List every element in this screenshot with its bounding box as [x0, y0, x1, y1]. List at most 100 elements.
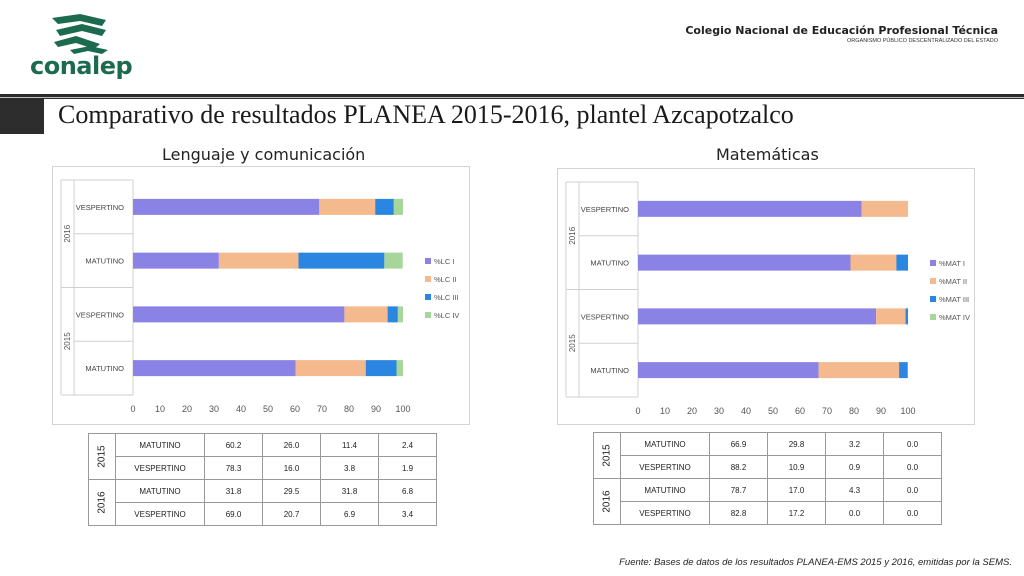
x-tick-label: 70 — [822, 406, 832, 416]
category-label: MATUTINO — [85, 257, 124, 266]
table-value-cell: 78.7 — [709, 478, 768, 502]
title-background — [44, 99, 1024, 134]
table-row: VESPERTINO 78.3 16.0 3.8 1.9 — [89, 456, 437, 480]
legend-swatch — [930, 278, 936, 284]
table-value-cell: 60.2 — [204, 433, 263, 457]
x-tick-label: 60 — [290, 404, 300, 414]
page-title: Comparativo de resultados PLANEA 2015-20… — [58, 100, 794, 129]
x-tick-label: 90 — [876, 406, 886, 416]
bar-segment — [133, 252, 219, 269]
legend-label: %MAT II — [939, 277, 967, 286]
institution-block: Colegio Nacional de Educación Profesiona… — [685, 24, 998, 44]
x-tick-label: 20 — [182, 404, 192, 414]
x-tick-label: 10 — [155, 404, 165, 414]
x-tick-label: 90 — [371, 404, 381, 414]
legend-swatch — [425, 276, 431, 282]
table-value-cell: 0.0 — [883, 501, 942, 525]
group-year-label: 2016 — [63, 224, 72, 242]
group-year-label: 2015 — [63, 332, 72, 350]
data-table-lenguaje: 2015 MATUTINO 60.2 26.0 11.4 2.4 VESPERTINO 78.… — [88, 433, 437, 526]
table-value-cell: 29.5 — [262, 479, 321, 503]
table-value-cell: 0.0 — [883, 455, 942, 479]
bar-segment — [295, 360, 366, 377]
table-turno-cell: VESPERTINO — [620, 501, 710, 525]
table-value-cell: 29.8 — [767, 432, 826, 456]
bar-segment — [638, 308, 877, 325]
table-value-cell: 3.4 — [378, 502, 437, 526]
legend-swatch — [425, 294, 431, 300]
bar-segment — [638, 200, 862, 217]
table-value-cell: 31.8 — [320, 479, 379, 503]
table-value-cell: 16.0 — [262, 456, 321, 480]
table-value-cell: 78.3 — [204, 456, 263, 480]
logo-text: conalep — [30, 52, 133, 80]
x-tick-label: 50 — [263, 404, 273, 414]
table-value-cell: 17.0 — [767, 478, 826, 502]
x-tick-label: 10 — [660, 406, 670, 416]
table-value-cell: 6.8 — [378, 479, 437, 503]
table-turno-cell: MATUTINO — [115, 433, 205, 457]
bar-segment — [344, 306, 388, 323]
chart-title-lenguaje: Lenguaje y comunicación — [162, 145, 366, 164]
table-row: 2015 MATUTINO 60.2 26.0 11.4 2.4 — [88, 433, 437, 480]
table-turno-cell: VESPERTINO — [620, 455, 710, 479]
table-row: 2016 MATUTINO 78.7 17.0 4.3 0.0 — [593, 478, 942, 525]
table-value-cell: 4.3 — [825, 478, 884, 502]
conalep-logo — [52, 14, 108, 54]
bar-segment — [133, 306, 345, 323]
x-tick-label: 100 — [395, 404, 410, 414]
table-year-cell: 2015 — [88, 433, 116, 480]
legend-swatch — [930, 260, 936, 266]
bar-segment — [638, 254, 851, 271]
table-turno-cell: VESPERTINO — [115, 502, 205, 526]
category-label: MATUTINO — [590, 366, 629, 375]
x-tick-label: 50 — [768, 406, 778, 416]
category-label: MATUTINO — [85, 364, 124, 373]
table-value-cell: 82.8 — [709, 501, 768, 525]
bar-segment — [393, 198, 403, 215]
table-year-cell: 2015 — [593, 432, 621, 479]
bar-segment — [876, 308, 906, 325]
legend-label: %MAT I — [939, 259, 965, 268]
bar-segment — [850, 254, 897, 271]
category-label: VESPERTINO — [76, 310, 124, 319]
chart-matematicas: 2016 VESPERTINO MATUTINO 2015 VESPERTINO MATU… — [557, 168, 975, 425]
table-value-cell: 69.0 — [204, 502, 263, 526]
bar-segment — [375, 198, 394, 215]
bar-segment — [319, 198, 376, 215]
table-value-cell: 0.0 — [883, 432, 942, 456]
table-value-cell: 10.9 — [767, 455, 826, 479]
table-value-cell: 0.0 — [883, 478, 942, 502]
table-row: VESPERTINO 82.8 17.2 0.0 0.0 — [594, 501, 942, 525]
x-tick-label: 20 — [687, 406, 697, 416]
legend-label: %MAT III — [939, 295, 969, 304]
bar-segment — [133, 360, 296, 377]
bar-segment — [365, 360, 397, 377]
table-value-cell: 66.9 — [709, 432, 768, 456]
bar-segment — [896, 254, 908, 271]
table-turno-cell: MATUTINO — [115, 479, 205, 503]
x-tick-label: 70 — [317, 404, 327, 414]
category-label: MATUTINO — [590, 259, 629, 268]
legend-swatch — [930, 296, 936, 302]
category-label: VESPERTINO — [581, 312, 629, 321]
x-tick-label: 40 — [741, 406, 751, 416]
legend-label: %LC IV — [434, 311, 459, 320]
bar-segment — [133, 198, 320, 215]
legend-label: %LC I — [434, 257, 454, 266]
bar-segment — [861, 200, 908, 217]
legend-swatch — [425, 312, 431, 318]
chart-lenguaje: 2016 VESPERTINO MATUTINO 2015 VESPERTINO MATU… — [52, 166, 470, 425]
x-tick-label: 40 — [236, 404, 246, 414]
legend-swatch — [425, 258, 431, 264]
table-turno-cell: MATUTINO — [620, 478, 710, 502]
table-value-cell: 6.9 — [320, 502, 379, 526]
table-row: VESPERTINO 88.2 10.9 0.9 0.0 — [594, 455, 942, 479]
x-tick-label: 30 — [714, 406, 724, 416]
bar-segment — [905, 308, 908, 325]
legend-label: %LC III — [434, 293, 459, 302]
group-year-label: 2015 — [568, 334, 577, 352]
table-value-cell: 0.0 — [825, 501, 884, 525]
table-year-cell: 2016 — [593, 478, 621, 525]
bar-segment — [899, 362, 908, 379]
